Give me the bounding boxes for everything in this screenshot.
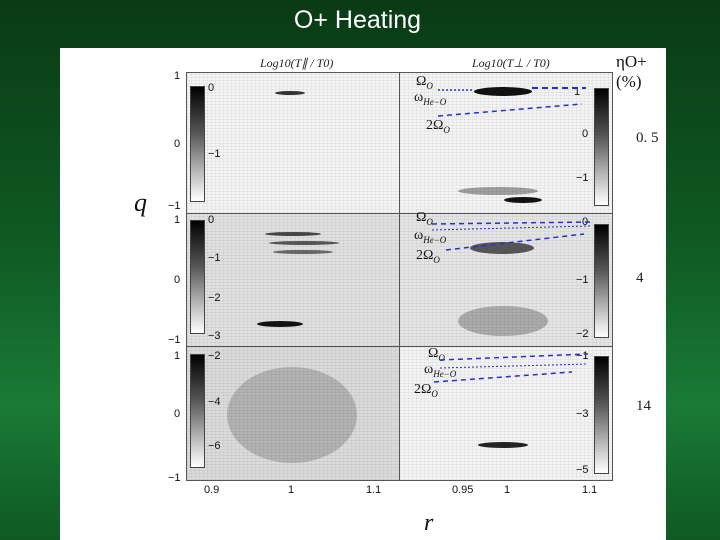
eta-value-row2: 4 xyxy=(636,270,644,286)
omega-o-label: ΩO xyxy=(416,210,433,227)
y-tick: 1 xyxy=(174,214,181,226)
cbar-tick: 0 xyxy=(208,82,215,94)
cbar-tick: −3 xyxy=(208,330,221,342)
colorbar-perp-row3 xyxy=(594,356,609,474)
omega-o-line xyxy=(431,221,591,225)
omega-o-label: ΩO xyxy=(416,74,433,91)
x-tick: 1 xyxy=(504,484,511,496)
figure: Log10(T∥ / T0) Log10(T⊥ / T0) ηO+(%) q r xyxy=(60,48,666,540)
eta-title: ηO+(%) xyxy=(616,52,647,91)
y-axis-label: q xyxy=(134,188,147,217)
colorbar-parallel-row1 xyxy=(190,86,205,202)
panel-parallel-row2 xyxy=(186,213,400,347)
panel-parallel-row3 xyxy=(186,346,400,481)
colorbar-perp-row1 xyxy=(594,88,609,206)
cbar-tick: 0 xyxy=(582,128,589,140)
cbar-tick: −4 xyxy=(208,396,221,408)
omega-heo-line xyxy=(439,363,589,369)
colorbar-parallel-row2 xyxy=(190,220,205,334)
colorbar-perp-row2 xyxy=(594,224,609,338)
heating-feature xyxy=(227,367,357,463)
cbar-tick: −2 xyxy=(208,292,221,304)
panel-perp-row2 xyxy=(399,213,613,347)
cbar-tick: −1 xyxy=(576,350,589,362)
cbar-tick: −2 xyxy=(208,350,221,362)
y-tick: −1 xyxy=(168,472,181,484)
x-tick: 1.1 xyxy=(366,484,382,496)
panel-perp-row3 xyxy=(399,346,613,481)
heating-feature xyxy=(273,250,333,254)
y-tick: 1 xyxy=(174,70,181,82)
y-tick: −1 xyxy=(168,200,181,212)
cbar-tick: −1 xyxy=(208,148,221,160)
right-column-title: Log10(T⊥ / T0) xyxy=(472,56,550,70)
heating-feature xyxy=(269,241,339,245)
eta-value-row1: 0. 5 xyxy=(636,130,659,146)
omega-o-line xyxy=(439,353,589,361)
cbar-tick: −1 xyxy=(208,252,221,264)
omega-heo-label: ωHe−O xyxy=(414,90,447,107)
colorbar-parallel-row3 xyxy=(190,354,205,468)
eta-value-row3: 14 xyxy=(636,398,651,414)
two-omega-line xyxy=(437,103,583,117)
x-tick: 0.95 xyxy=(452,484,474,496)
y-tick: 0 xyxy=(174,138,181,150)
omega-heo-label: ωHe−O xyxy=(424,362,457,379)
cbar-tick: −1 xyxy=(576,172,589,184)
heating-feature xyxy=(474,87,532,96)
two-omega-label: 2ΩO xyxy=(414,382,438,399)
heating-feature xyxy=(275,91,305,95)
x-tick: 0.9 xyxy=(204,484,220,496)
y-tick: −1 xyxy=(168,334,181,346)
cbar-tick: −3 xyxy=(576,408,589,420)
two-omega-line xyxy=(433,371,573,383)
heating-feature xyxy=(257,321,303,327)
x-tick: 1.1 xyxy=(582,484,598,496)
cbar-tick: −1 xyxy=(576,274,589,286)
y-tick: 1 xyxy=(174,350,181,362)
heating-feature xyxy=(504,197,542,203)
cbar-tick: 0 xyxy=(208,214,215,226)
heating-feature xyxy=(458,306,548,336)
cbar-tick: −2 xyxy=(576,328,589,340)
heating-feature xyxy=(458,187,538,195)
left-column-title: Log10(T∥ / T0) xyxy=(260,56,334,70)
two-omega-line xyxy=(445,233,585,251)
cbar-tick: −5 xyxy=(576,464,589,476)
slide-title: O+ Heating xyxy=(293,6,422,34)
omega-heo-line xyxy=(431,225,591,231)
frequency-curves xyxy=(431,87,591,383)
heating-feature xyxy=(265,232,321,236)
two-omega-label: 2ΩO xyxy=(426,118,450,135)
y-tick: 0 xyxy=(174,274,181,286)
omega-heo-label: ωHe−O xyxy=(414,228,447,245)
x-tick: 1 xyxy=(288,484,295,496)
two-omega-label: 2ΩO xyxy=(416,248,440,265)
panel-perp-row1 xyxy=(399,72,613,214)
cbar-tick: −6 xyxy=(208,440,221,452)
heating-feature xyxy=(478,442,528,448)
omega-o-label: ΩO xyxy=(428,346,445,363)
cbar-tick: 1 xyxy=(574,86,581,98)
y-tick: 0 xyxy=(174,408,181,420)
x-axis-label: r xyxy=(424,510,434,536)
